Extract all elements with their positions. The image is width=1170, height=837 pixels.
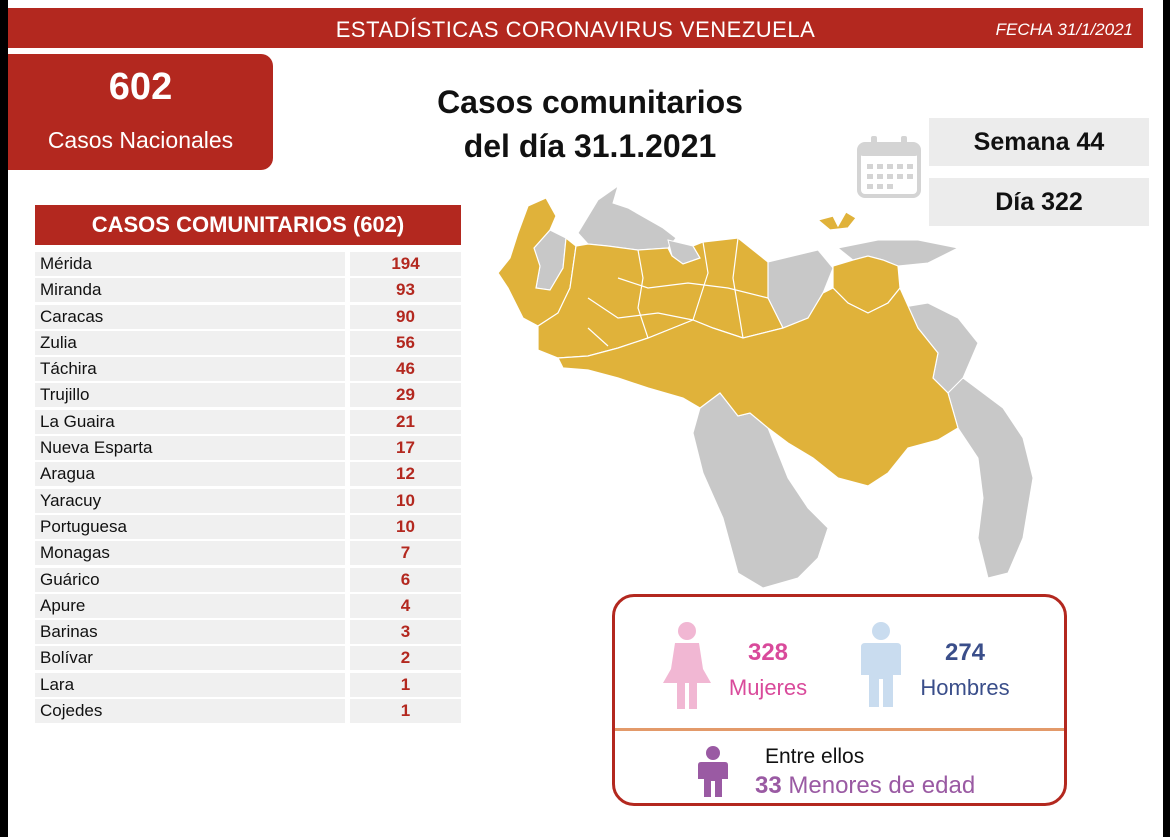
table-row: Caracas 90 bbox=[35, 304, 461, 330]
state-name: Nueva Esparta bbox=[35, 436, 345, 461]
state-case-count: 12 bbox=[350, 462, 461, 487]
report-date: FECHA 31/1/2021 bbox=[995, 20, 1133, 39]
woman-icon bbox=[663, 622, 711, 709]
women-label: Mujeres bbox=[728, 675, 808, 700]
minors-label: Menores de edad bbox=[788, 772, 976, 799]
table-row: Barinas 3 bbox=[35, 619, 461, 645]
map-region-zulia bbox=[497, 197, 577, 327]
state-name: La Guaira bbox=[35, 409, 345, 434]
frame-left bbox=[0, 0, 8, 837]
state-name: Guárico bbox=[35, 567, 345, 592]
calendar-icon bbox=[857, 136, 921, 198]
men-label: Hombres bbox=[920, 675, 1010, 700]
men-count: 274 bbox=[944, 639, 986, 666]
week-indicator: Semana 44 bbox=[929, 118, 1149, 166]
header-bar: ESTADÍSTICAS CORONAVIRUS VENEZUELA FECHA… bbox=[8, 8, 1143, 48]
table-row: Lara 1 bbox=[35, 672, 461, 698]
state-name: Yaracuy bbox=[35, 488, 345, 513]
state-name: Trujillo bbox=[35, 383, 345, 408]
day-indicator: Día 322 bbox=[929, 178, 1149, 226]
state-name: Portuguesa bbox=[35, 514, 345, 539]
section-divider bbox=[615, 728, 1064, 731]
gender-breakdown-box: 328 Mujeres 274 Hombres Entre ellos 33 M… bbox=[612, 594, 1067, 806]
state-case-count: 93 bbox=[350, 278, 461, 303]
child-icon bbox=[698, 746, 728, 797]
table-row: Mérida 194 bbox=[35, 251, 461, 277]
state-name: Monagas bbox=[35, 541, 345, 566]
state-name: Apure bbox=[35, 593, 345, 618]
state-case-count: 194 bbox=[350, 252, 461, 276]
community-cases-table: Mérida 194 Miranda 93 Caracas 90 Zulia 56 Táchir… bbox=[35, 251, 461, 724]
minors-count: 33 bbox=[755, 772, 782, 799]
map-region-nueva-esparta bbox=[816, 211, 857, 231]
frame-right bbox=[1163, 0, 1170, 837]
table-row: Guárico 6 bbox=[35, 567, 461, 593]
state-name: Barinas bbox=[35, 620, 345, 645]
table-row: Trujillo 29 bbox=[35, 382, 461, 408]
table-row: Bolívar 2 bbox=[35, 645, 461, 671]
state-name: Lara bbox=[35, 672, 345, 697]
table-row: Portuguesa 10 bbox=[35, 514, 461, 540]
state-name: Mérida bbox=[35, 252, 345, 276]
main-heading-line1: Casos comunitarios bbox=[437, 84, 743, 120]
table-row: Táchira 46 bbox=[35, 356, 461, 382]
man-icon bbox=[861, 622, 901, 707]
state-case-count: 17 bbox=[350, 436, 461, 461]
national-cases-label: Casos Nacionales bbox=[47, 127, 234, 153]
state-case-count: 21 bbox=[350, 409, 461, 434]
state-case-count: 1 bbox=[350, 672, 461, 697]
table-row: Nueva Esparta 17 bbox=[35, 435, 461, 461]
state-name: Táchira bbox=[35, 357, 345, 382]
table-row: Cojedes 1 bbox=[35, 698, 461, 724]
state-name: Zulia bbox=[35, 330, 345, 355]
state-case-count: 90 bbox=[350, 304, 461, 329]
table-row: Yaracuy 10 bbox=[35, 488, 461, 514]
women-count: 328 bbox=[747, 639, 789, 666]
state-name: Aragua bbox=[35, 462, 345, 487]
state-case-count: 10 bbox=[350, 514, 461, 539]
table-row: Monagas 7 bbox=[35, 540, 461, 566]
state-case-count: 7 bbox=[350, 541, 461, 566]
state-case-count: 1 bbox=[350, 699, 461, 724]
state-case-count: 3 bbox=[350, 620, 461, 645]
minors-line: 33 Menores de edad bbox=[755, 772, 975, 800]
state-case-count: 4 bbox=[350, 593, 461, 618]
national-cases-count: 602 bbox=[108, 66, 173, 108]
table-row: Zulia 56 bbox=[35, 330, 461, 356]
main-heading: Casos comunitarios del día 31.1.2021 bbox=[380, 80, 800, 168]
venezuela-map bbox=[497, 184, 1034, 589]
state-case-count: 10 bbox=[350, 488, 461, 513]
state-case-count: 29 bbox=[350, 383, 461, 408]
main-heading-line2: del día 31.1.2021 bbox=[463, 128, 717, 164]
community-cases-table-title: CASOS COMUNITARIOS (602) bbox=[35, 205, 461, 245]
page-title: ESTADÍSTICAS CORONAVIRUS VENEZUELA bbox=[335, 17, 816, 42]
state-case-count: 2 bbox=[350, 646, 461, 671]
state-case-count: 6 bbox=[350, 567, 461, 592]
state-name: Bolívar bbox=[35, 646, 345, 671]
map-region-falcon bbox=[577, 184, 677, 251]
state-name: Cojedes bbox=[35, 699, 345, 724]
table-row: Miranda 93 bbox=[35, 277, 461, 303]
state-name: Miranda bbox=[35, 278, 345, 303]
state-case-count: 56 bbox=[350, 330, 461, 355]
map-region-apure-guarico bbox=[557, 286, 959, 487]
map-region-esequiba bbox=[947, 377, 1034, 579]
national-cases-box: 602 Casos Nacionales bbox=[8, 54, 273, 170]
table-row: Apure 4 bbox=[35, 593, 461, 619]
table-row: Aragua 12 bbox=[35, 461, 461, 487]
state-name: Caracas bbox=[35, 304, 345, 329]
state-case-count: 46 bbox=[350, 357, 461, 382]
table-row: La Guaira 21 bbox=[35, 409, 461, 435]
among-them-label: Entre ellos bbox=[765, 745, 865, 768]
